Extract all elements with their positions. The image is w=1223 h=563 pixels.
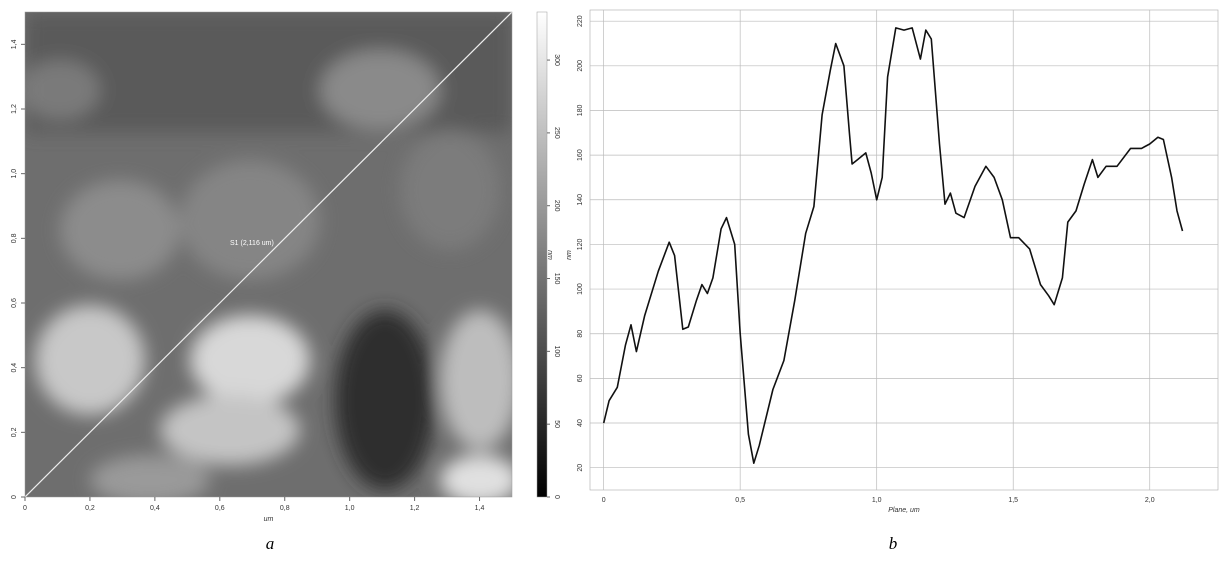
x-tick-label: 0,4 (150, 505, 160, 512)
y-tick-label: 120 (577, 238, 584, 250)
x-tick-label: 0 (602, 497, 606, 504)
y-axis-label: nm (566, 250, 573, 260)
colorbar-tick-label: 250 (553, 127, 560, 139)
y-tick-label: 0,4 (11, 363, 18, 373)
y-tick-label: 200 (577, 60, 584, 72)
colorbar-tick-label: 50 (553, 420, 560, 428)
y-tick-label: 0,6 (11, 298, 18, 308)
y-tick-label: 140 (577, 194, 584, 206)
y-tick-label: 100 (577, 283, 584, 295)
colorbar (537, 12, 547, 497)
plot-frame (590, 10, 1218, 490)
colorbar-label: nm (546, 250, 553, 260)
x-tick-label: 1,2 (410, 505, 420, 512)
x-tick-label: 1,4 (475, 505, 485, 512)
x-tick-label: 0 (23, 505, 27, 512)
y-tick-label: 180 (577, 105, 584, 117)
y-tick-label: 20 (577, 464, 584, 472)
y-tick-label: 60 (577, 374, 584, 382)
y-tick-label: 1,4 (11, 39, 18, 49)
afm-image (20, 12, 520, 505)
y-tick-label: 0,2 (11, 427, 18, 437)
y-tick-label: 220 (577, 15, 584, 27)
x-axis-label: um (264, 516, 274, 523)
x-tick-label: 1,5 (1008, 497, 1018, 504)
colorbar-tick-label: 100 (553, 346, 560, 358)
colorbar-tick-label: 200 (553, 200, 560, 212)
figure: a b 0 0,2 0,4 0,6 0,8 1,0 1,2 1,4 0 0,2 0,4 0,6 0,8 1… (0, 0, 1223, 558)
y-tick-label: 160 (577, 149, 584, 161)
caption: a (266, 534, 275, 553)
x-axis-label: Plane, um (888, 507, 920, 514)
x-tick-label: 0,8 (280, 505, 290, 512)
x-tick-label: 0,2 (85, 505, 95, 512)
x-tick-label: 0,5 (735, 497, 745, 504)
y-tick-label: 80 (577, 330, 584, 338)
y-tick-label: 1,2 (11, 104, 18, 114)
y-tick-label: 40 (577, 419, 584, 427)
caption: b (889, 534, 898, 553)
colorbar-tick-label: 150 (553, 273, 560, 285)
colorbar-tick-label: 0 (553, 495, 560, 499)
x-tick-label: 1,0 (345, 505, 355, 512)
annotation: S1 (2,116 um) (230, 240, 274, 247)
colorbar-tick-label: 300 (553, 54, 560, 66)
x-tick-label: 0,6 (215, 505, 225, 512)
x-tick-label: 1,0 (872, 497, 882, 504)
y-tick-label: 0,8 (11, 233, 18, 243)
x-tick-label: 2,0 (1145, 497, 1155, 504)
y-tick-label: 0 (11, 495, 18, 499)
y-tick-label: 1,0 (11, 169, 18, 179)
